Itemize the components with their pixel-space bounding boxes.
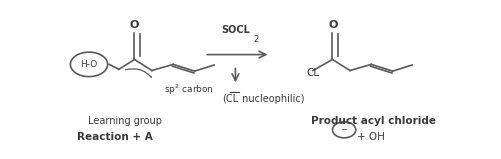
Text: 2: 2 <box>253 35 258 44</box>
Text: O: O <box>329 20 338 30</box>
Text: Learning group: Learning group <box>88 116 162 126</box>
Text: CL: CL <box>307 68 320 78</box>
Text: H-O: H-O <box>80 60 98 69</box>
Text: nucleophilic): nucleophilic) <box>239 94 305 104</box>
Text: Product acyl chloride: Product acyl chloride <box>311 116 436 126</box>
Text: SOCL: SOCL <box>221 25 250 35</box>
Text: (CL: (CL <box>222 94 238 104</box>
Text: + OH: + OH <box>357 132 384 142</box>
Text: O: O <box>130 20 139 30</box>
Text: Reaction + A: Reaction + A <box>77 132 153 142</box>
FancyArrowPatch shape <box>125 69 151 77</box>
Text: sp$^2$ carbon: sp$^2$ carbon <box>163 83 213 97</box>
Text: −: − <box>341 125 348 134</box>
